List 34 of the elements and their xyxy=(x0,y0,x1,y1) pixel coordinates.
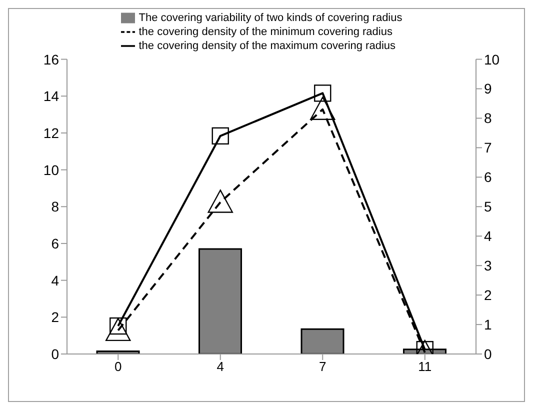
y2-tick-label: 0 xyxy=(484,346,492,362)
y2-tick-label: 1 xyxy=(484,316,492,332)
bar xyxy=(198,248,242,354)
y2-tick-label: 3 xyxy=(484,258,492,274)
y2-tick-label: 7 xyxy=(484,140,492,156)
bar xyxy=(300,328,344,354)
x-tick-label: 7 xyxy=(319,359,326,374)
x-tick-label: 11 xyxy=(418,359,432,374)
y2-tick-label: 4 xyxy=(484,228,492,244)
y2-tick-label: 2 xyxy=(484,287,492,304)
legend-label: The covering variability of two kinds of covering radius xyxy=(138,12,402,24)
y2-tick-label: 8 xyxy=(484,110,492,126)
y2-tick-label: 10 xyxy=(484,51,500,68)
y2-tick-label: 9 xyxy=(484,80,492,97)
x-tick-label: 0 xyxy=(114,359,122,374)
y-tick-label: 4 xyxy=(51,272,60,288)
point xyxy=(212,127,229,145)
y-tick-label: 14 xyxy=(43,88,60,104)
point xyxy=(208,190,233,213)
y-tick-label: 8 xyxy=(51,198,60,215)
point xyxy=(106,318,131,342)
y2-tick-label: 6 xyxy=(484,169,492,186)
y-tick-label: 0 xyxy=(51,346,60,362)
point xyxy=(310,96,336,120)
legend-label: the covering density of the minimum covering radius xyxy=(138,26,392,38)
y-tick-label: 10 xyxy=(43,162,60,178)
y-tick-label: 12 xyxy=(43,124,60,141)
legend-label: the covering density of the maximum covering radius xyxy=(138,40,396,52)
x-tick-label: 4 xyxy=(216,359,224,374)
point xyxy=(314,84,332,102)
y-tick-label: 6 xyxy=(51,235,60,252)
y-tick-label: 2 xyxy=(51,309,60,326)
y2-tick-label: 5 xyxy=(484,198,492,215)
y-tick-label: 16 xyxy=(43,51,60,68)
